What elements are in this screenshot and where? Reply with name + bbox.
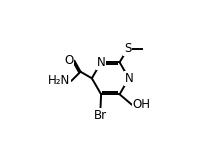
Text: O: O: [64, 54, 73, 67]
Text: S: S: [124, 42, 132, 55]
Text: OH: OH: [132, 98, 150, 111]
Text: N: N: [124, 72, 133, 85]
Text: N: N: [97, 56, 105, 69]
Text: Br: Br: [94, 109, 107, 122]
Text: H₂N: H₂N: [48, 74, 70, 87]
